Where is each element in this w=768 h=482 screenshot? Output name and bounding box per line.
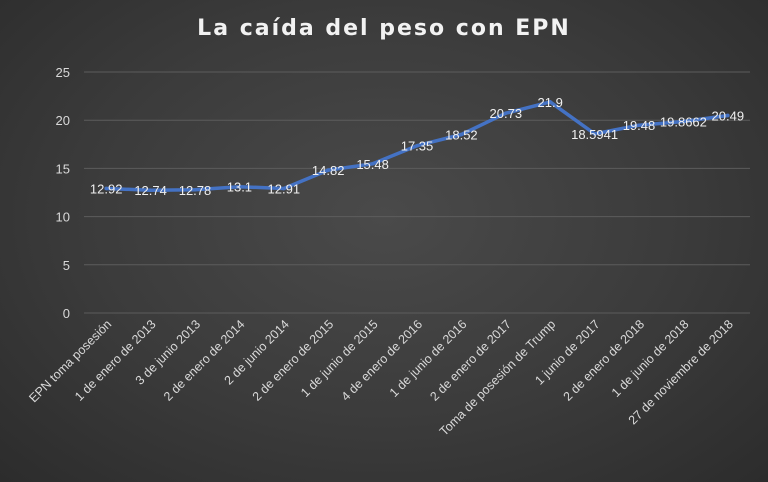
- data-label: 13.1: [227, 180, 252, 195]
- data-point: [237, 184, 242, 189]
- y-tick-label: 15: [56, 161, 70, 176]
- data-label: 20.49: [712, 108, 745, 123]
- data-label: 19.8662: [660, 114, 707, 129]
- x-tick-label: 2 de enero de 2017: [427, 317, 514, 404]
- x-tick-label: 1 de junio de 2018: [609, 317, 692, 400]
- y-tick-label: 0: [63, 306, 70, 321]
- data-label: 18.52: [445, 127, 478, 142]
- x-tick-label: 2 de enero de 2015: [250, 317, 337, 404]
- data-point: [459, 132, 464, 137]
- data-point: [326, 168, 331, 172]
- data-label: 12.74: [134, 183, 167, 198]
- x-tick-label: 4 de enero de 2016: [339, 317, 426, 404]
- data-point: [637, 123, 641, 128]
- x-tick-label: 2 de enero de 2014: [161, 317, 248, 404]
- y-tick-label: 5: [63, 258, 70, 273]
- y-tick-label: 25: [56, 65, 70, 80]
- data-point: [104, 186, 108, 191]
- data-label: 12.92: [90, 181, 123, 196]
- chart-title: La caída del peso con EPN: [197, 16, 571, 41]
- data-label: 20.73: [490, 106, 523, 121]
- data-point: [504, 111, 508, 115]
- y-tick-label: 10: [56, 210, 70, 225]
- x-tick-label: 1 de junio de 2015: [298, 317, 381, 400]
- data-label: 14.82: [312, 163, 345, 178]
- data-point: [726, 113, 730, 118]
- data-label: 12.91: [268, 182, 301, 197]
- x-tick-label: 2 de enero de 2018: [561, 317, 648, 404]
- data-point: [148, 188, 153, 192]
- data-point: [415, 143, 419, 148]
- data-point: [548, 100, 552, 104]
- data-point: [592, 131, 597, 136]
- data-point: [282, 186, 286, 191]
- data-label: 12.78: [179, 183, 212, 198]
- data-label: 15.48: [356, 157, 389, 172]
- data-point: [370, 161, 375, 166]
- data-point: [681, 119, 686, 124]
- data-label: 17.35: [401, 139, 434, 154]
- x-tick-label: EPN toma posesión: [26, 317, 114, 405]
- data-label: 21.9: [538, 95, 563, 110]
- data-point: [193, 188, 197, 192]
- data-label: 19.48: [623, 118, 656, 133]
- data-label: 18.5941: [571, 127, 618, 142]
- y-tick-label: 20: [56, 113, 70, 128]
- x-tick-label: 1 de junio de 2016: [387, 317, 470, 400]
- x-tick-label: 1 de enero de 2013: [72, 317, 159, 404]
